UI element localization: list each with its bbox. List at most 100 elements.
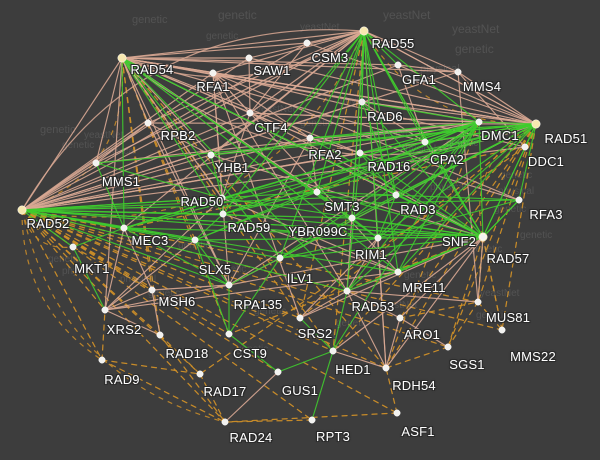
edge-physical (385, 317, 401, 369)
edge-genetic (21, 209, 201, 375)
graph-node-RAD17[interactable] (196, 370, 204, 378)
graph-node-MSH6[interactable] (148, 286, 156, 294)
graph-node-SMT3[interactable] (313, 188, 321, 196)
edge-genetic (385, 346, 449, 369)
graph-node-RAD50[interactable] (218, 194, 226, 202)
graph-node-RAD54[interactable] (117, 53, 127, 63)
graph-node-SLX5[interactable] (191, 236, 199, 244)
graph-node-RFA1[interactable] (209, 69, 217, 77)
edge-coexpression (482, 199, 520, 238)
graph-node-YHB1[interactable] (207, 151, 215, 159)
graph-node-SAW1[interactable] (245, 54, 253, 62)
edge-physical (104, 309, 161, 336)
edge-arc-genetic (21, 209, 74, 248)
edge-genetic (72, 246, 153, 291)
edge-physical (346, 290, 479, 303)
graph-node-CST9[interactable] (225, 330, 233, 338)
edge-coexpression (21, 209, 399, 273)
edge-coexpression (194, 191, 318, 241)
edge-genetic (482, 236, 503, 331)
graph-node-ASF1[interactable] (393, 409, 401, 417)
edge-physical (306, 42, 537, 125)
edge-physical (248, 57, 537, 125)
graph-node-ARO1[interactable] (396, 314, 404, 322)
graph-node-MRE11[interactable] (394, 268, 402, 276)
edge-genetic (21, 209, 479, 303)
graph-node-RAD24[interactable] (221, 418, 229, 426)
graph-node-RAD55[interactable] (359, 26, 369, 36)
edge-coexpression (361, 101, 480, 123)
edge-genetic (199, 146, 526, 375)
graph-node-GFA1[interactable] (394, 61, 402, 69)
graph-node-RAD6[interactable] (358, 98, 366, 106)
edge-coexpression (424, 123, 537, 143)
edge-coexpression (351, 217, 379, 239)
edge-coexpression (482, 123, 537, 238)
graph-node-CTF4[interactable] (246, 109, 254, 117)
graph-node-SRS2[interactable] (296, 314, 304, 322)
edge-coexpression (279, 123, 537, 259)
graph-node-RDH54[interactable] (382, 364, 390, 372)
edge-physical (221, 112, 251, 199)
edge-coexpression (279, 217, 353, 259)
edge-coexpression (395, 194, 484, 238)
graph-node-RPA135[interactable] (225, 281, 233, 289)
graph-node-MKT1[interactable] (69, 243, 77, 251)
edge-coexpression (316, 191, 353, 219)
graph-node-HED1[interactable] (329, 347, 337, 355)
graph-node-MMS1[interactable] (92, 159, 100, 167)
graph-node-RFA3[interactable] (515, 196, 523, 204)
graph-node-RAD3[interactable] (392, 191, 400, 199)
edge-physical (299, 236, 484, 319)
graph-node-RAD57[interactable] (479, 233, 487, 241)
graph-node-MEC3[interactable] (120, 224, 128, 232)
edge-genetic (399, 301, 479, 319)
edge-coexpression (21, 209, 348, 292)
edge-genetic (224, 412, 398, 423)
edge-physical (249, 30, 365, 114)
graph-node-RAD9[interactable] (98, 356, 106, 364)
edge-genetic (21, 209, 401, 319)
edge-coexpression (21, 209, 281, 259)
graph-node-DMC1[interactable] (475, 118, 483, 126)
graph-node-GUS1[interactable] (274, 368, 282, 376)
edge-genetic (477, 301, 503, 331)
graph-node-RPB2[interactable] (144, 119, 152, 127)
graph-node-XRS2[interactable] (101, 306, 109, 314)
graph-node-RAD51[interactable] (531, 119, 541, 129)
edge-coexpression (222, 123, 537, 215)
graph-node-MUS81[interactable] (474, 298, 482, 306)
graph-node-ILV1[interactable] (276, 254, 284, 262)
graph-node-RIM1[interactable] (374, 234, 382, 242)
edge-physical (104, 197, 223, 311)
graph-node-RAD16[interactable] (356, 149, 364, 157)
edge-physical (147, 122, 212, 156)
graph-node-RAD52[interactable] (17, 205, 27, 215)
edge-coexpression (478, 121, 484, 238)
graph-node-RPT3[interactable] (308, 416, 316, 424)
edge-physical (306, 30, 365, 44)
edge-coexpression (311, 350, 334, 421)
edge-coexpression (332, 121, 480, 352)
edge-genetic (21, 209, 387, 369)
edge-coexpression (361, 101, 397, 196)
graph-node-YBR099C[interactable] (348, 214, 356, 222)
graph-node-CSM3[interactable] (303, 39, 311, 47)
graph-node-CPA2[interactable] (421, 138, 429, 146)
graph-node-RAD53[interactable] (343, 287, 351, 295)
graph-node-MMS4[interactable] (454, 68, 462, 76)
edge-physical (299, 290, 348, 319)
edge-physical (212, 72, 311, 139)
edge-physical (21, 64, 399, 211)
graph-node-RFA2[interactable] (306, 134, 314, 142)
graph-node-RAD59[interactable] (219, 210, 227, 218)
graph-node-SGS1[interactable] (444, 343, 452, 351)
graph-node-DDC1[interactable] (521, 143, 529, 151)
graph-node-RAD18[interactable] (156, 331, 164, 339)
edge-genetic (101, 359, 201, 375)
edge-genetic (399, 123, 537, 319)
graph-node-MMS22[interactable] (498, 326, 506, 334)
edge-arc-genetic (363, 30, 537, 125)
